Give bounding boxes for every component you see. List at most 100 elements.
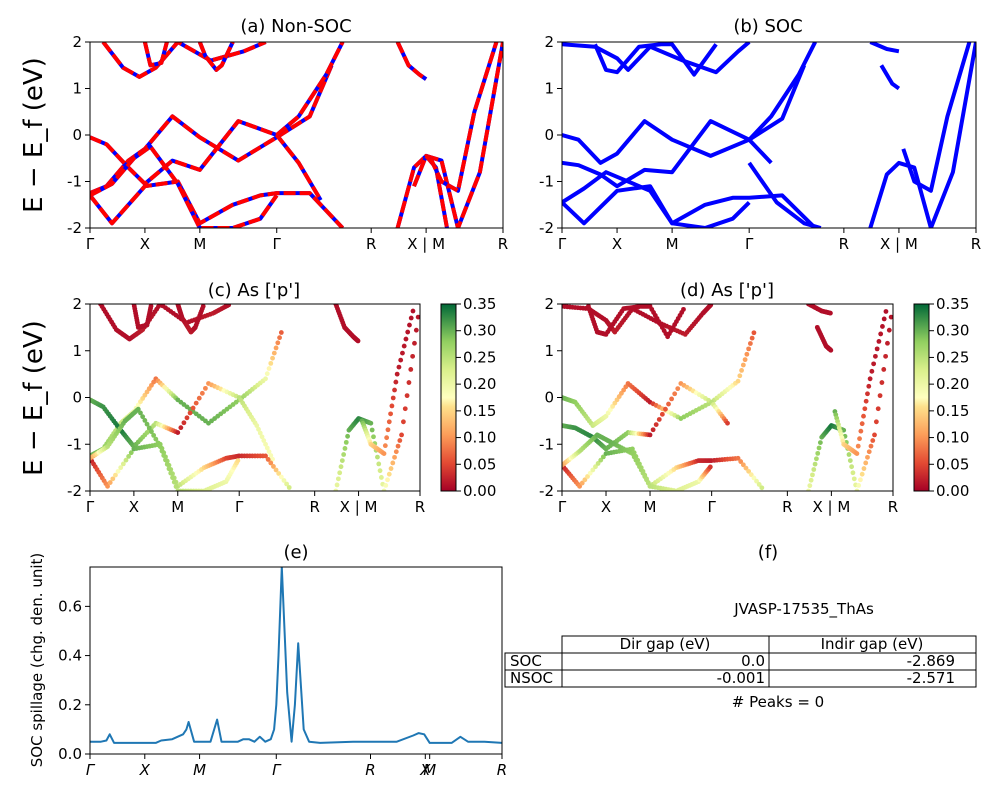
colorbar-tick-label: 0.00 <box>936 482 969 500</box>
colorbar-tick-label: 0.15 <box>936 402 969 420</box>
band-line-soc <box>562 64 807 165</box>
projected-band-point <box>659 411 665 417</box>
band-line-soc <box>879 64 901 91</box>
table-cell-value: -0.001 <box>717 669 765 687</box>
projected-band-point <box>590 467 596 473</box>
projected-band-point <box>263 376 268 382</box>
table-cell-value: 0.0 <box>741 652 765 670</box>
projected-band-point <box>120 461 126 467</box>
projected-band-point <box>270 355 275 361</box>
projected-band-point <box>738 459 744 464</box>
panel-a-title: (a) Non-SOC <box>240 16 351 37</box>
projected-band-point <box>595 461 601 466</box>
projected-band-point <box>378 475 384 480</box>
projected-band-point <box>266 449 272 455</box>
projected-band-point <box>138 410 143 416</box>
projected-band-point <box>886 327 892 333</box>
projected-band-point <box>343 439 349 445</box>
projected-band-point <box>869 368 875 374</box>
projected-band-point <box>369 427 375 433</box>
projected-band-point <box>681 306 686 312</box>
projected-band-point <box>385 477 390 483</box>
projected-band-point <box>187 410 193 416</box>
y-tick-label: 0 <box>72 126 82 144</box>
projected-band-point <box>368 420 374 426</box>
projected-band-point <box>885 340 890 346</box>
x-tick-label: R <box>839 235 849 253</box>
x-tick-label: Γ <box>235 498 244 516</box>
projected-band-point <box>855 443 861 449</box>
band-line-spin-up <box>275 42 345 137</box>
projected-band-point <box>816 445 822 451</box>
projected-band-point <box>105 483 110 489</box>
x-tick-label: Γ <box>707 498 716 516</box>
projected-band-point <box>385 427 391 433</box>
projected-band-point <box>339 458 345 464</box>
projected-band-point <box>193 400 199 406</box>
y-tick-label: 0 <box>72 389 82 407</box>
projected-band-point <box>878 331 884 337</box>
projected-band-point <box>393 379 399 385</box>
projected-band-point <box>412 340 417 346</box>
projected-band-point <box>656 417 662 422</box>
projected-band-point <box>725 420 730 426</box>
projected-band-point <box>746 346 752 352</box>
projected-band-point <box>376 461 382 467</box>
y-tick-label: 0 <box>544 126 554 144</box>
panel-b: (b) SOC -2 -1 0 1 2 Γ X M Γ R X | M R <box>539 16 981 253</box>
projected-band-point <box>390 460 396 466</box>
projected-band-point <box>273 345 279 351</box>
projected-band-point <box>880 324 885 329</box>
projected-band-point <box>400 350 405 356</box>
band-line-spin-down <box>142 42 169 68</box>
x-tick-label: Γ <box>272 761 282 779</box>
projected-band-point <box>577 483 583 489</box>
projected-band-point <box>854 488 860 491</box>
projected-band-point <box>235 458 241 464</box>
colorbar-c-ticks: 0.00 0.05 0.10 0.15 0.20 0.25 0.30 0.35 <box>456 295 496 500</box>
band-line-soc <box>562 119 773 189</box>
projected-band-point <box>396 364 402 370</box>
band-line-spin-down <box>90 179 345 228</box>
projected-band-point <box>263 441 268 447</box>
projected-band-point <box>735 455 741 461</box>
projected-band-point <box>118 465 124 471</box>
projected-band-point <box>873 419 879 425</box>
projected-band-point <box>149 429 154 435</box>
colorbar-tick-label: 0.05 <box>936 455 969 473</box>
projected-band-point <box>883 309 889 314</box>
colorbar-tick-label: 0.30 <box>463 322 496 340</box>
projected-band-point <box>337 470 343 476</box>
projected-band-point <box>808 477 814 483</box>
projected-band-point <box>257 430 263 436</box>
x-tick-label: Γ <box>86 235 95 253</box>
projected-band-point <box>408 367 414 372</box>
projected-band-point <box>865 391 870 397</box>
projected-band-point <box>672 391 678 397</box>
projected-band-point <box>650 427 656 433</box>
projected-band-point <box>408 315 414 321</box>
y-tick-label: -1 <box>539 173 554 191</box>
panel-a-plot: -2 -1 0 1 2 Γ X M Γ R X | M R <box>67 33 508 253</box>
projected-band-point <box>196 395 202 401</box>
projected-band-point <box>593 464 598 470</box>
x-tick-label: Γ <box>86 498 95 516</box>
colorbar-tick-label: 0.10 <box>936 429 969 447</box>
projected-band-point <box>355 338 361 344</box>
projected-band-point <box>142 418 148 423</box>
projected-band-point <box>675 386 681 392</box>
projected-band-point <box>393 449 399 455</box>
x-tick-label: R <box>365 761 375 779</box>
projected-band-point <box>598 457 604 463</box>
x-tick-label: Γ <box>86 761 96 779</box>
y-tick-label: -2 <box>539 219 554 237</box>
table-cell <box>768 669 977 688</box>
projected-band-point <box>271 350 277 356</box>
projected-band-point <box>107 480 113 485</box>
band-line-soc <box>747 42 817 142</box>
band-line-spin-down <box>395 42 503 228</box>
x-tick-label: R <box>366 235 376 253</box>
projected-band-point <box>388 466 394 471</box>
table-row-label: NSOC <box>510 669 553 687</box>
projected-band-point <box>146 425 152 431</box>
